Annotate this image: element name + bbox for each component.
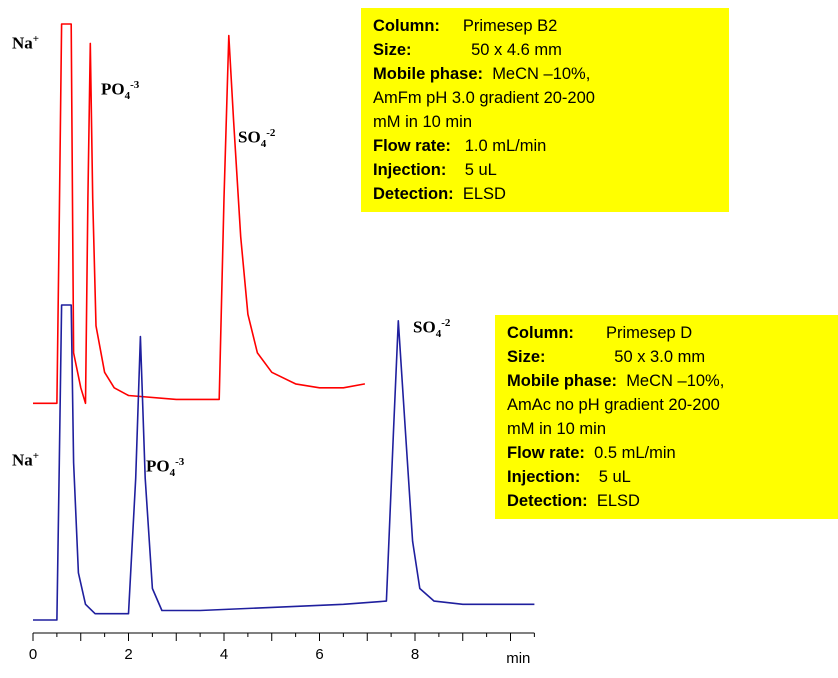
info-row-detection: Detection: ELSD [507, 492, 640, 510]
peak-label-blue-po4: PO4-3 [146, 456, 185, 480]
info-row-mobile-line2: AmFm pH 3.0 gradient 20-200 [373, 89, 595, 107]
peak-label-blue-na: Na+ [12, 450, 40, 470]
info-row-mobile-phase: Mobile phase: MeCN –10%, [373, 65, 591, 83]
method-info-box-primesep-d: Column: Primesep D Size: 50 x 3.0 mm Mob… [495, 315, 838, 519]
info-row-flow-rate: Flow rate: 0.5 mL/min [507, 444, 676, 462]
info-row-mobile-line3: mM in 10 min [373, 113, 473, 131]
peak-label-red-po4: PO4-3 [101, 79, 140, 103]
info-row-size: Size: 50 x 3.0 mm [507, 348, 706, 366]
info-row-column: Column: Primesep B2 [373, 17, 558, 35]
x-tick-label: 0 [29, 646, 37, 663]
x-tick-label: 6 [315, 646, 323, 663]
x-tick-label: 8 [411, 646, 419, 663]
peak-label-red-so4: SO4-2 [238, 127, 276, 151]
info-row-column: Column: Primesep D [507, 324, 693, 342]
peak-label-blue-so4: SO4-2 [413, 317, 451, 341]
info-row-mobile-line3: mM in 10 min [507, 420, 607, 438]
info-row-injection: Injection: 5 uL [373, 161, 497, 179]
x-tick-label: 4 [220, 646, 228, 663]
series-line-1 [33, 304, 535, 621]
chromatogram-traces [33, 23, 535, 621]
info-row-flow-rate: Flow rate: 1.0 mL/min [373, 137, 547, 155]
info-row-mobile-line2: AmAc no pH gradient 20-200 [507, 396, 720, 414]
info-row-size: Size: 50 x 4.6 mm [373, 41, 562, 59]
info-row-mobile-phase: Mobile phase: MeCN –10%, [507, 372, 725, 390]
x-axis-unit-label: min [506, 650, 530, 667]
info-row-injection: Injection: 5 uL [507, 468, 631, 486]
x-tick-label: 2 [124, 646, 132, 663]
series-line-0 [33, 23, 366, 405]
method-info-box-primesep-b2: Column: Primesep B2 Size: 50 x 4.6 mm Mo… [361, 8, 729, 212]
info-row-detection: Detection: ELSD [373, 185, 506, 203]
peak-label-red-na: Na+ [12, 33, 40, 53]
x-axis: 0 2 4 6 8 min [29, 632, 535, 667]
